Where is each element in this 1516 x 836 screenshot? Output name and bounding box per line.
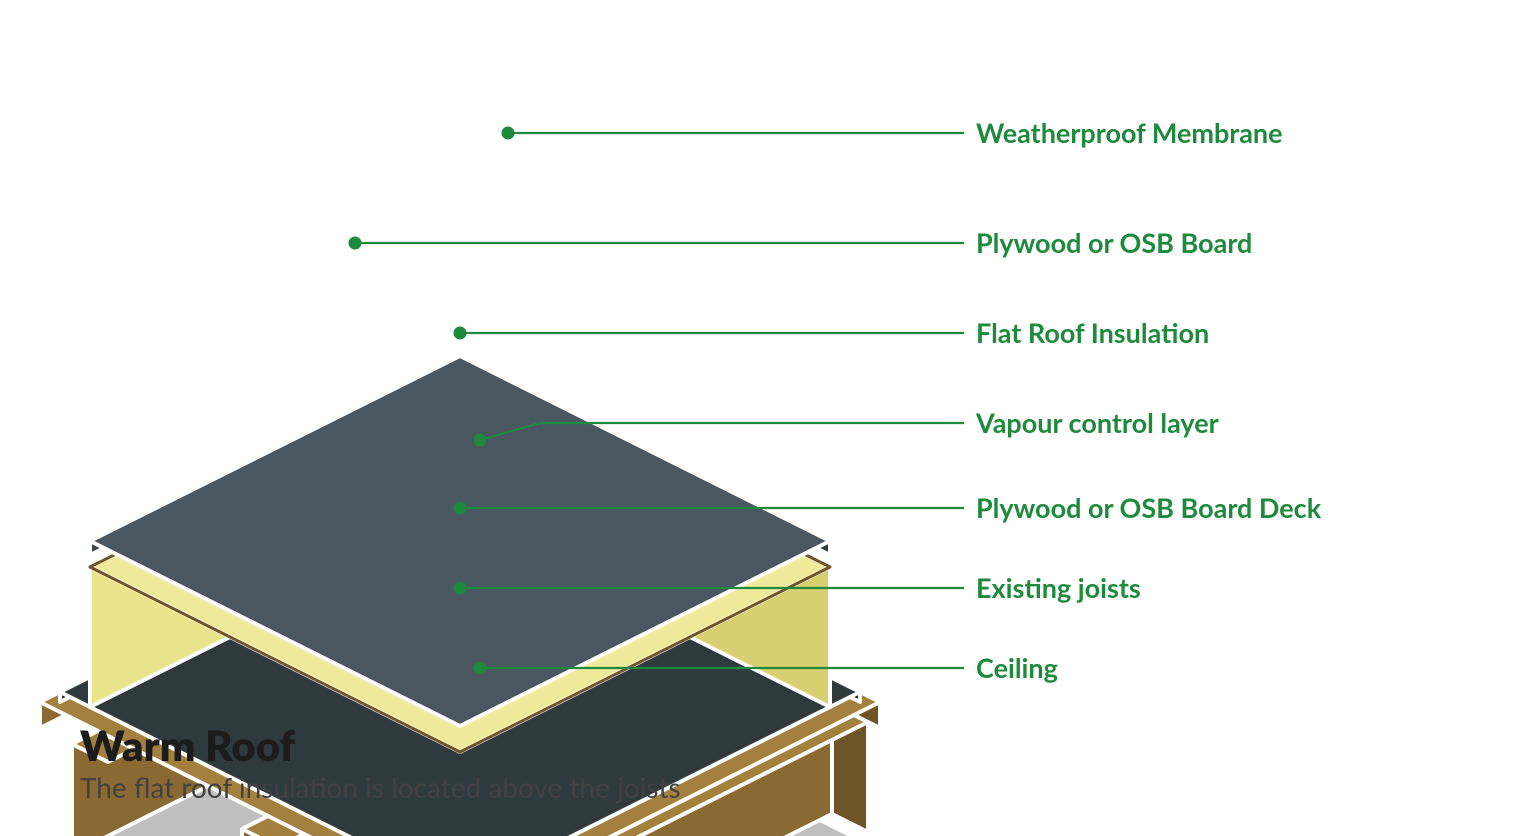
layer-label: Flat Roof Insulation [976,316,1209,349]
layer-label: Plywood or OSB Board [976,226,1252,259]
layer-label: Vapour control layer [976,406,1219,439]
diagram-title: Warm Roof [80,720,295,770]
layer-label: Weatherproof Membrane [976,116,1283,149]
diagram-svg [0,0,1516,836]
layer-label: Existing joists [976,571,1141,604]
diagram-canvas: Warm Roof The flat roof insulation is lo… [0,0,1516,836]
layer-label: Plywood or OSB Board Deck [976,491,1321,524]
diagram-subtitle: The flat roof insulation is located abov… [80,770,681,804]
layer-label: Ceiling [976,651,1058,684]
